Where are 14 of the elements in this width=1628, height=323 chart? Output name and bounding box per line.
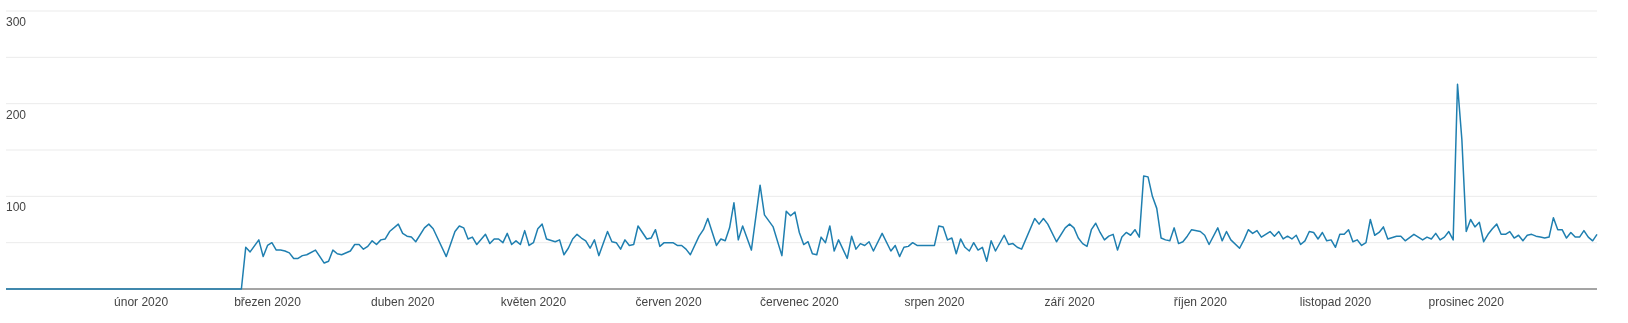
y-tick-label: 100 — [6, 200, 27, 215]
x-tick-label: květen 2020 — [500, 294, 567, 309]
x-tick-label: říjen 2020 — [1173, 294, 1228, 309]
x-tick-label: srpen 2020 — [904, 294, 965, 309]
y-tick-label: 300 — [6, 15, 27, 29]
x-tick-label: únor 2020 — [114, 294, 169, 309]
x-tick-label: duben 2020 — [370, 294, 435, 309]
y-tick-label: 200 — [6, 107, 27, 122]
x-tick-label: červen 2020 — [635, 294, 702, 309]
x-tick-label: září 2020 — [1044, 294, 1095, 309]
x-tick-label: prosinec 2020 — [1428, 294, 1505, 309]
x-tick-label: březen 2020 — [234, 294, 302, 309]
x-tick-label: listopad 2020 — [1299, 294, 1372, 309]
x-tick-label: červenec 2020 — [759, 294, 839, 309]
